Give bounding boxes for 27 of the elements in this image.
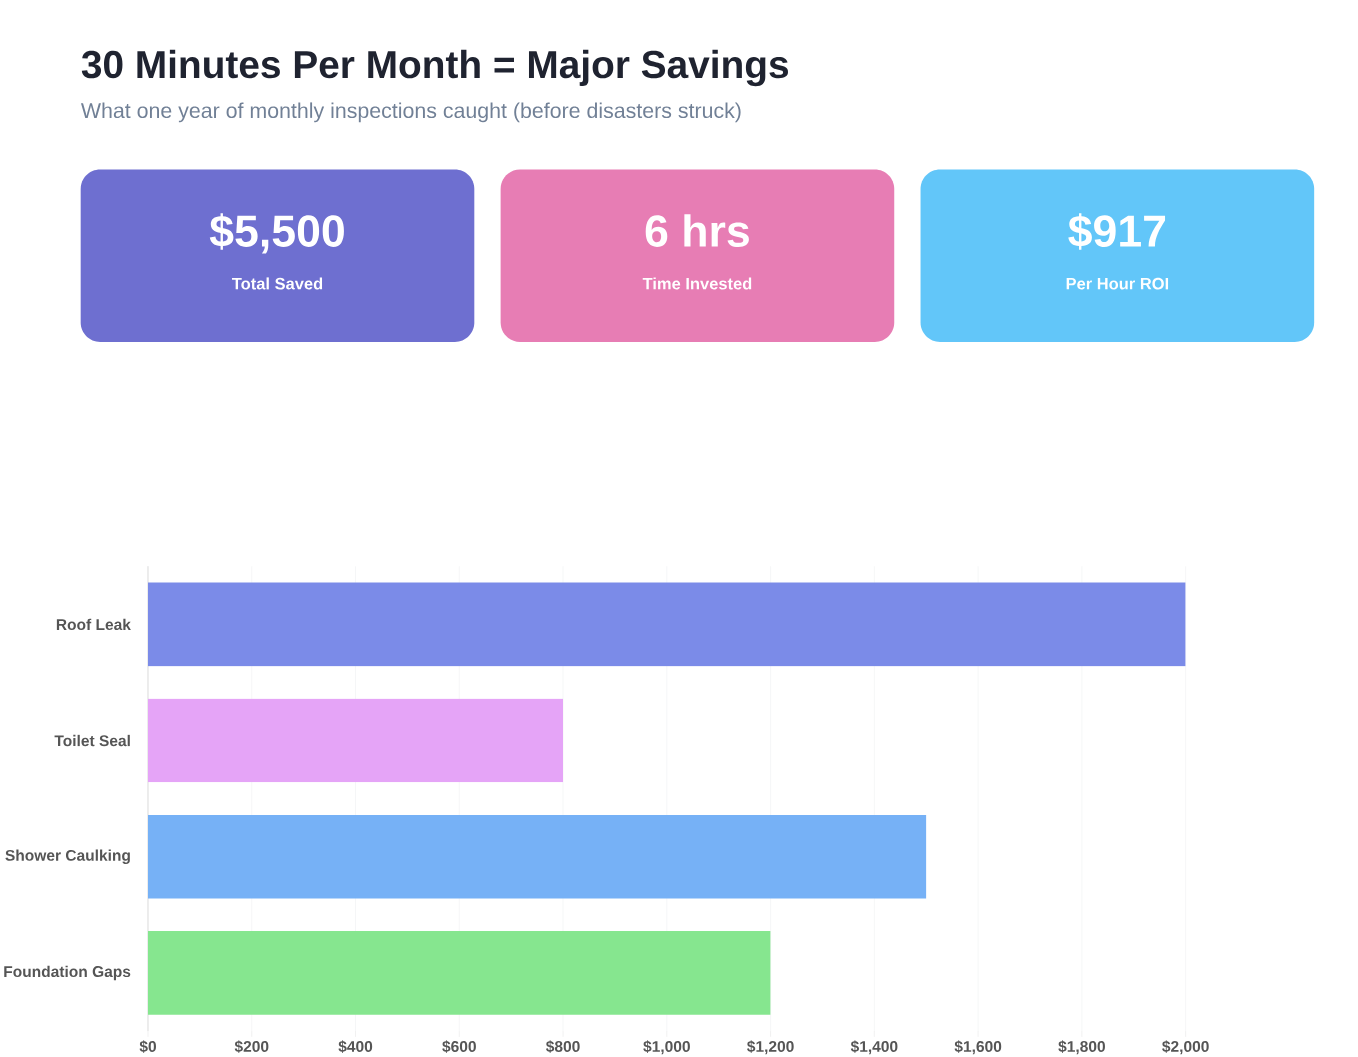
x-tick-label: $1,000	[643, 1040, 690, 1055]
text: Total Saved	[231, 277, 323, 290]
bar	[147, 698, 564, 783]
text: Time Invested	[642, 277, 752, 290]
x-tick-label: $0	[139, 1040, 156, 1053]
x-tick-label: $600	[442, 1040, 476, 1053]
bar	[147, 930, 771, 1015]
bar	[147, 814, 927, 899]
chart-title: 30 Minutes Per Month = Major Savings	[81, 49, 789, 86]
y-tick-label: Toilet Seal	[54, 734, 130, 747]
x-tick-label: $1,200	[747, 1040, 794, 1055]
x-tick-label: $2,000	[1162, 1040, 1209, 1055]
text: 6 hrs	[645, 213, 749, 247]
y-tick-label: Shower Caulking	[5, 849, 130, 864]
chart-subtitle: What one year of monthly inspections caught (before disasters struck)	[80, 102, 741, 123]
x-tick-label: $1,600	[954, 1040, 1002, 1055]
text: Per Hour ROI	[1066, 277, 1169, 290]
y-tick-label: Roof Leak	[56, 618, 131, 630]
text: $5,500	[209, 213, 344, 254]
x-tick-label: $1,400	[850, 1040, 898, 1055]
x-tick-label: $200	[234, 1040, 269, 1053]
x-tick-label: $800	[545, 1040, 580, 1053]
text: $917	[1068, 213, 1166, 250]
y-tick-label: Foundation Gaps	[4, 965, 131, 980]
x-tick-label: $400	[338, 1040, 373, 1053]
bar	[147, 582, 1186, 666]
x-tick-label: $1,800	[1058, 1040, 1105, 1055]
